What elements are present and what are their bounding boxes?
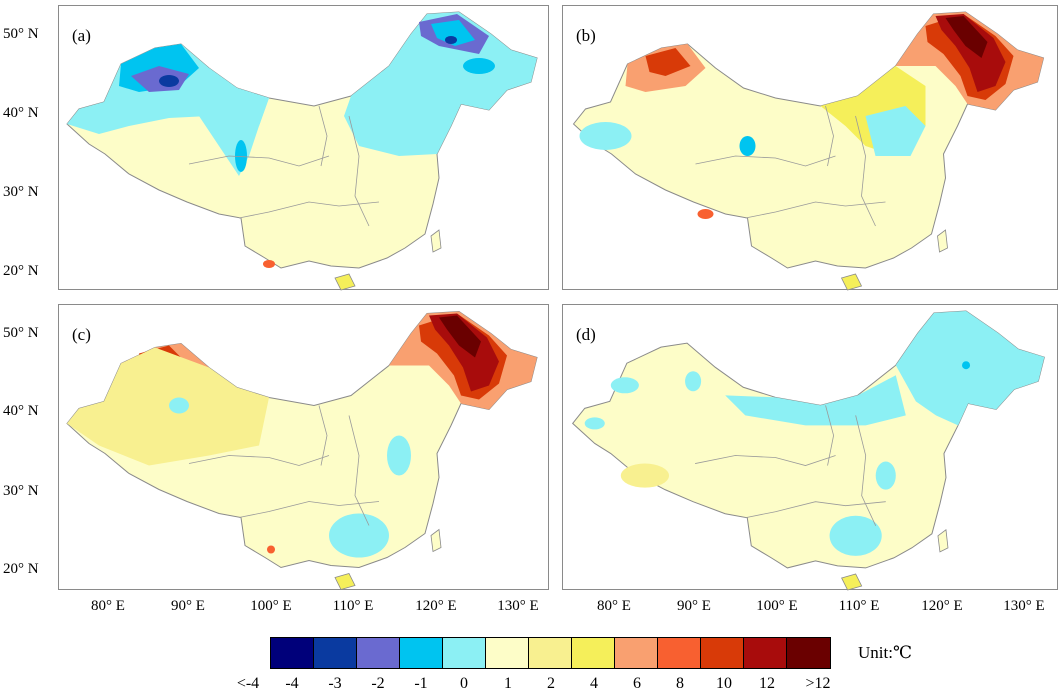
lon-label-130e: 130° E [1003, 598, 1045, 614]
lon-label-120e: 120° E [921, 598, 963, 614]
anomaly-region [725, 375, 906, 426]
anomaly-region [159, 75, 179, 87]
lat-label-20n: 20° N [3, 561, 39, 577]
anomaly-region [199, 68, 269, 176]
anomaly-region [235, 140, 247, 172]
lon-label-110e: 110° E [838, 598, 880, 614]
anomaly-region [865, 106, 926, 156]
china-map-b [572, 11, 1045, 291]
legend-swatch [443, 638, 486, 668]
legend-swatch [787, 638, 830, 668]
legend-tick-label: -2 [371, 675, 385, 692]
anomaly-region [875, 461, 896, 490]
lat-label-40n: 40° N [3, 105, 39, 121]
map-panel-d [562, 304, 1058, 591]
legend-tick-label: <-4 [236, 675, 260, 692]
legend-tick-label: 10 [716, 675, 732, 692]
legend-swatch [658, 638, 701, 668]
legend-tick-label: 0 [460, 675, 468, 692]
lon-label-90e: 90° E [171, 598, 205, 614]
legend-swatch [572, 638, 615, 668]
lon-label-100e: 100° E [250, 598, 292, 614]
anomaly-region [962, 361, 971, 370]
legend-tick-label: >12 [805, 675, 831, 692]
anomaly-region [620, 463, 670, 488]
lat-label-50n: 50° N [3, 325, 39, 341]
legend-swatch [271, 638, 314, 668]
legend-tick-label: -4 [285, 675, 299, 692]
anomaly-region [645, 48, 691, 76]
anomaly-region [67, 347, 269, 466]
china-map-c [66, 310, 538, 590]
anomaly-region [739, 136, 756, 156]
legend-tick-label: -1 [414, 675, 428, 692]
anomaly-region [429, 313, 499, 392]
anomaly-region [945, 16, 988, 58]
lon-label-100e: 100° E [756, 598, 798, 614]
legend-swatch [615, 638, 658, 668]
legend-tick-label: 12 [759, 675, 775, 692]
anomaly-region [329, 513, 389, 558]
lat-label-40n: 40° N [3, 403, 39, 419]
lat-label-20n: 20° N [3, 263, 39, 279]
legend-tick-label: 6 [633, 675, 641, 692]
legend-tick-label: 1 [504, 675, 512, 692]
anomaly-region [387, 435, 411, 476]
anomaly-region [169, 397, 189, 414]
legend-tick-label: -3 [328, 675, 342, 692]
lat-label-30n: 30° N [3, 184, 39, 200]
lat-label-30n: 30° N [3, 483, 39, 499]
lon-label-120e: 120° E [415, 598, 457, 614]
anomaly-region [610, 377, 639, 394]
anomaly-region [463, 58, 495, 74]
lon-label-90e: 90° E [677, 598, 711, 614]
anomaly-region [829, 515, 882, 556]
legend-swatch [701, 638, 744, 668]
anomaly-region [445, 36, 457, 44]
anomaly-region [267, 545, 275, 554]
map-panel-a [58, 5, 549, 291]
anomaly-region [685, 371, 702, 392]
legend-swatch [529, 638, 572, 668]
anomaly-region [895, 311, 1045, 426]
lon-label-80e: 80° E [597, 598, 631, 614]
anomaly-region [697, 209, 714, 219]
legend-tick-label: 4 [590, 675, 598, 692]
legend-swatch [314, 638, 357, 668]
lon-label-110e: 110° E [332, 598, 374, 614]
lat-label-50n: 50° N [3, 26, 39, 42]
legend-swatch [486, 638, 529, 668]
panel-label-c: (c) [72, 325, 91, 344]
lon-label-130e: 130° E [497, 598, 539, 614]
anomaly-region [344, 12, 537, 156]
map-panel-b [562, 5, 1058, 291]
china-map-a [66, 11, 538, 291]
panel-label-b: (b) [576, 26, 596, 45]
legend-unit-label: Unit:℃ [858, 643, 912, 662]
anomaly-region [431, 20, 475, 46]
anomaly-region [579, 122, 632, 150]
anomaly-region [439, 315, 481, 358]
panel-label-d: (d) [576, 325, 596, 344]
legend-tick-label: 8 [676, 675, 684, 692]
anomaly-region [584, 417, 605, 430]
anomaly-region [935, 14, 1006, 92]
legend-swatch [744, 638, 787, 668]
panel-label-a: (a) [72, 26, 91, 45]
lon-label-80e: 80° E [91, 598, 125, 614]
legend-tick-label: 2 [547, 675, 555, 692]
china-map-d [571, 310, 1045, 591]
legend-swatch [357, 638, 400, 668]
color-legend [270, 637, 831, 669]
legend-swatch [400, 638, 443, 668]
map-panel-c [58, 304, 549, 590]
anomaly-region [263, 260, 275, 268]
